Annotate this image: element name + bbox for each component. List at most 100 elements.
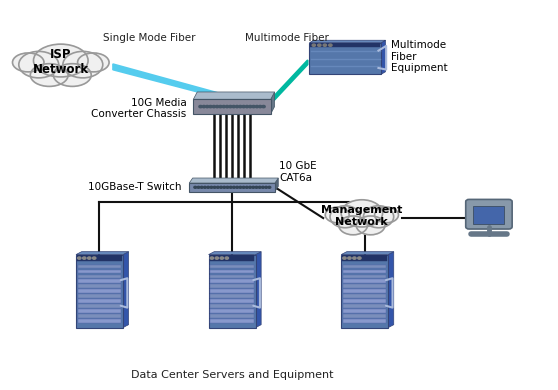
Text: Multimode
Fiber
Equipment: Multimode Fiber Equipment <box>391 40 448 73</box>
Ellipse shape <box>19 51 59 78</box>
Circle shape <box>205 105 209 108</box>
FancyBboxPatch shape <box>78 289 121 293</box>
Text: ISP
Network: ISP Network <box>33 48 89 76</box>
FancyBboxPatch shape <box>78 294 121 298</box>
Circle shape <box>252 105 255 108</box>
Circle shape <box>207 186 210 188</box>
FancyBboxPatch shape <box>343 304 387 308</box>
Circle shape <box>209 105 212 108</box>
FancyBboxPatch shape <box>210 304 254 308</box>
Polygon shape <box>275 178 278 191</box>
FancyBboxPatch shape <box>309 43 381 74</box>
Ellipse shape <box>374 207 398 223</box>
Ellipse shape <box>30 64 68 87</box>
FancyBboxPatch shape <box>343 314 387 317</box>
Circle shape <box>242 105 246 108</box>
Circle shape <box>217 186 219 188</box>
FancyBboxPatch shape <box>78 304 121 308</box>
FancyBboxPatch shape <box>78 280 121 283</box>
Circle shape <box>199 105 202 108</box>
Circle shape <box>233 186 235 188</box>
Circle shape <box>223 186 225 188</box>
Ellipse shape <box>357 216 385 235</box>
Circle shape <box>242 186 245 188</box>
Text: 10GBase-T Switch: 10GBase-T Switch <box>88 182 181 192</box>
Circle shape <box>249 186 252 188</box>
FancyBboxPatch shape <box>210 289 254 293</box>
Circle shape <box>353 257 356 259</box>
Polygon shape <box>123 252 128 328</box>
Circle shape <box>215 105 219 108</box>
Text: 10G Media
Converter Chassis: 10G Media Converter Chassis <box>92 98 187 119</box>
Circle shape <box>219 105 222 108</box>
Circle shape <box>222 105 225 108</box>
Polygon shape <box>309 40 386 43</box>
Circle shape <box>210 257 214 259</box>
FancyBboxPatch shape <box>341 255 388 328</box>
FancyBboxPatch shape <box>473 206 504 223</box>
Circle shape <box>83 257 86 259</box>
Circle shape <box>212 105 215 108</box>
Polygon shape <box>388 252 394 328</box>
FancyBboxPatch shape <box>310 43 380 47</box>
FancyBboxPatch shape <box>210 255 254 261</box>
FancyBboxPatch shape <box>78 269 121 273</box>
Circle shape <box>194 186 196 188</box>
Circle shape <box>204 186 206 188</box>
FancyBboxPatch shape <box>77 255 122 261</box>
Circle shape <box>215 257 219 259</box>
Circle shape <box>343 257 346 259</box>
FancyBboxPatch shape <box>210 319 254 323</box>
Text: 10 GbE
CAT6a: 10 GbE CAT6a <box>279 161 316 183</box>
Ellipse shape <box>330 206 360 228</box>
Ellipse shape <box>12 53 44 72</box>
Ellipse shape <box>325 207 349 223</box>
Circle shape <box>225 105 229 108</box>
Polygon shape <box>271 92 275 114</box>
Circle shape <box>229 186 232 188</box>
Circle shape <box>229 105 232 108</box>
FancyBboxPatch shape <box>343 299 387 303</box>
FancyBboxPatch shape <box>343 269 387 273</box>
Text: Data Center Servers and Equipment: Data Center Servers and Equipment <box>131 370 333 380</box>
Ellipse shape <box>339 216 367 235</box>
FancyBboxPatch shape <box>210 284 254 288</box>
FancyBboxPatch shape <box>78 314 121 317</box>
Ellipse shape <box>341 200 383 227</box>
FancyBboxPatch shape <box>78 309 121 313</box>
Text: Single Mode Fiber: Single Mode Fiber <box>103 33 195 43</box>
Circle shape <box>220 186 223 188</box>
Ellipse shape <box>63 51 103 78</box>
Circle shape <box>197 186 200 188</box>
FancyBboxPatch shape <box>343 280 387 283</box>
Circle shape <box>88 257 91 259</box>
Circle shape <box>246 186 248 188</box>
Circle shape <box>265 186 267 188</box>
Polygon shape <box>76 252 128 255</box>
Circle shape <box>312 44 315 46</box>
Polygon shape <box>381 40 386 74</box>
Circle shape <box>358 257 361 259</box>
FancyBboxPatch shape <box>343 265 387 268</box>
Circle shape <box>226 186 229 188</box>
Polygon shape <box>189 178 278 183</box>
Text: Management
Network: Management Network <box>321 206 402 227</box>
FancyBboxPatch shape <box>343 275 387 278</box>
Circle shape <box>262 105 265 108</box>
FancyBboxPatch shape <box>210 269 254 273</box>
Circle shape <box>236 186 238 188</box>
Text: Multimode Fiber: Multimode Fiber <box>246 33 329 43</box>
Circle shape <box>239 186 242 188</box>
Circle shape <box>268 186 271 188</box>
Circle shape <box>232 105 235 108</box>
FancyBboxPatch shape <box>78 299 121 303</box>
Circle shape <box>258 186 261 188</box>
Circle shape <box>210 186 213 188</box>
Ellipse shape <box>33 44 88 77</box>
Circle shape <box>249 105 252 108</box>
FancyBboxPatch shape <box>78 319 121 323</box>
Ellipse shape <box>78 53 109 72</box>
FancyBboxPatch shape <box>76 255 123 328</box>
FancyBboxPatch shape <box>342 255 387 261</box>
FancyBboxPatch shape <box>210 280 254 283</box>
